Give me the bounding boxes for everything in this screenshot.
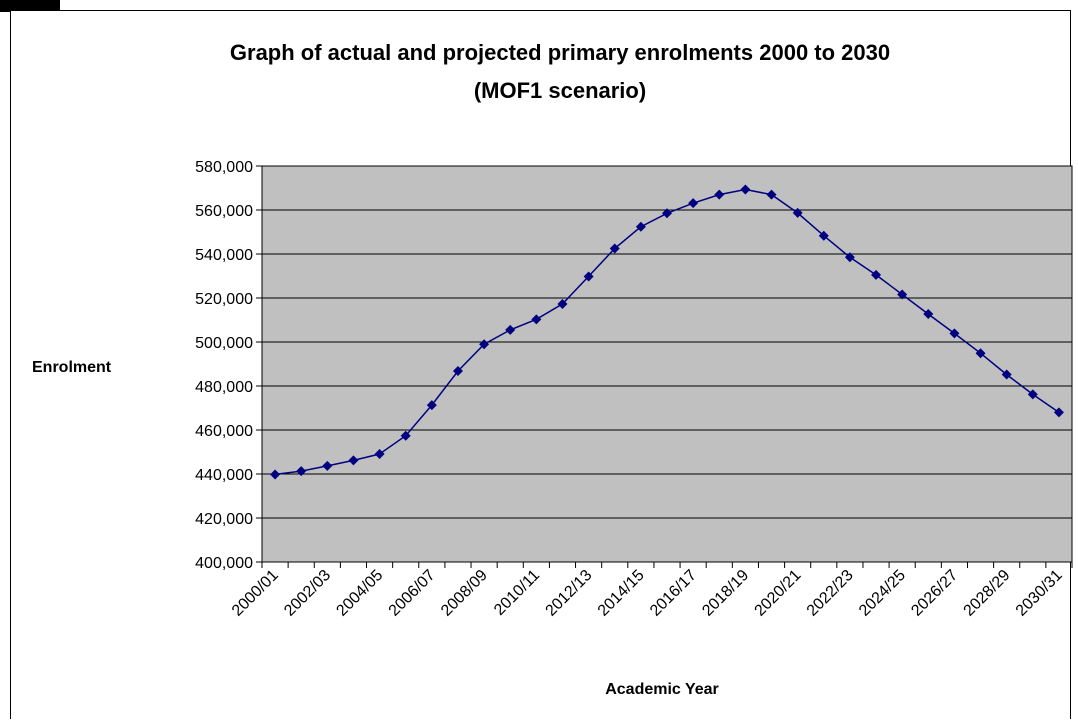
x-tick-label: 2024/25 [856, 567, 909, 620]
x-tick-label: 2000/01 [229, 567, 282, 620]
data-markers [270, 184, 1064, 480]
y-tick-label: 520,000 [195, 291, 253, 308]
x-tick-label: 2020/21 [752, 567, 805, 620]
y-tick-label: 580,000 [195, 159, 253, 176]
y-tick-label: 540,000 [195, 247, 253, 264]
y-tick-label: 480,000 [195, 379, 253, 396]
plot-area [261, 165, 1073, 563]
data-point [348, 455, 359, 466]
x-tick-label: 2028/29 [961, 567, 1014, 620]
x-tick-label: 2014/15 [595, 567, 648, 620]
y-tick-label: 500,000 [195, 335, 253, 352]
x-axis: 2000/01 2002/03 2004/05 2006/07 2008/09 2010/… [229, 562, 1073, 620]
data-point [844, 252, 855, 263]
y-tick-label: 420,000 [195, 511, 253, 528]
data-point [740, 184, 751, 195]
data-point [766, 189, 777, 200]
data-point [688, 198, 699, 209]
y-axis: 400,000 420,000 440,000 460,000 480,000 500,0… [195, 159, 262, 572]
x-tick-label: 2006/07 [386, 567, 439, 620]
data-point [871, 269, 882, 280]
data-point [479, 339, 490, 350]
data-point [452, 366, 463, 377]
x-axis-title: Academic Year [605, 681, 719, 698]
data-point [818, 230, 829, 241]
data-point [296, 466, 307, 477]
data-point [897, 289, 908, 300]
data-point [531, 314, 542, 325]
data-point [635, 221, 646, 232]
data-point [583, 271, 594, 282]
data-point [1053, 407, 1064, 418]
x-tick-label: 2026/27 [908, 567, 961, 620]
data-point [505, 324, 516, 335]
data-point [1027, 389, 1038, 400]
data-point [374, 448, 385, 459]
x-tick-label: 2012/13 [543, 567, 596, 620]
data-point [792, 207, 803, 218]
data-point [949, 328, 960, 339]
data-point [270, 469, 281, 480]
data-point [975, 348, 986, 359]
chart-title-line-1: Graph of actual and projected primary en… [230, 40, 890, 65]
data-point [1001, 369, 1012, 380]
y-axis-title: Enrolment [32, 359, 112, 376]
x-tick-label: 2010/11 [491, 567, 543, 619]
data-point [400, 430, 411, 441]
x-tick-label: 2018/19 [699, 567, 752, 620]
y-tick-label: 460,000 [195, 423, 253, 440]
x-tick-label: 2004/05 [333, 567, 386, 620]
y-tick-label: 440,000 [195, 467, 253, 484]
data-point [557, 298, 568, 309]
y-tick-label: 560,000 [195, 203, 253, 220]
x-tick-label: 2008/09 [438, 567, 491, 620]
data-point [322, 460, 333, 471]
data-point [609, 243, 620, 254]
x-tick-label: 2002/03 [281, 567, 334, 620]
x-tick-label: 2022/23 [804, 567, 857, 620]
data-point [923, 309, 934, 320]
data-point [662, 208, 672, 219]
chart-title-line-2: (MOF1 scenario) [474, 78, 646, 103]
data-point [426, 400, 437, 411]
x-tick-label: 2016/17 [647, 567, 700, 620]
x-tick-label: 2030/31 [1013, 567, 1066, 620]
y-tick-label: 400,000 [195, 555, 253, 572]
corner-mark [0, 0, 60, 12]
data-point [714, 189, 725, 200]
